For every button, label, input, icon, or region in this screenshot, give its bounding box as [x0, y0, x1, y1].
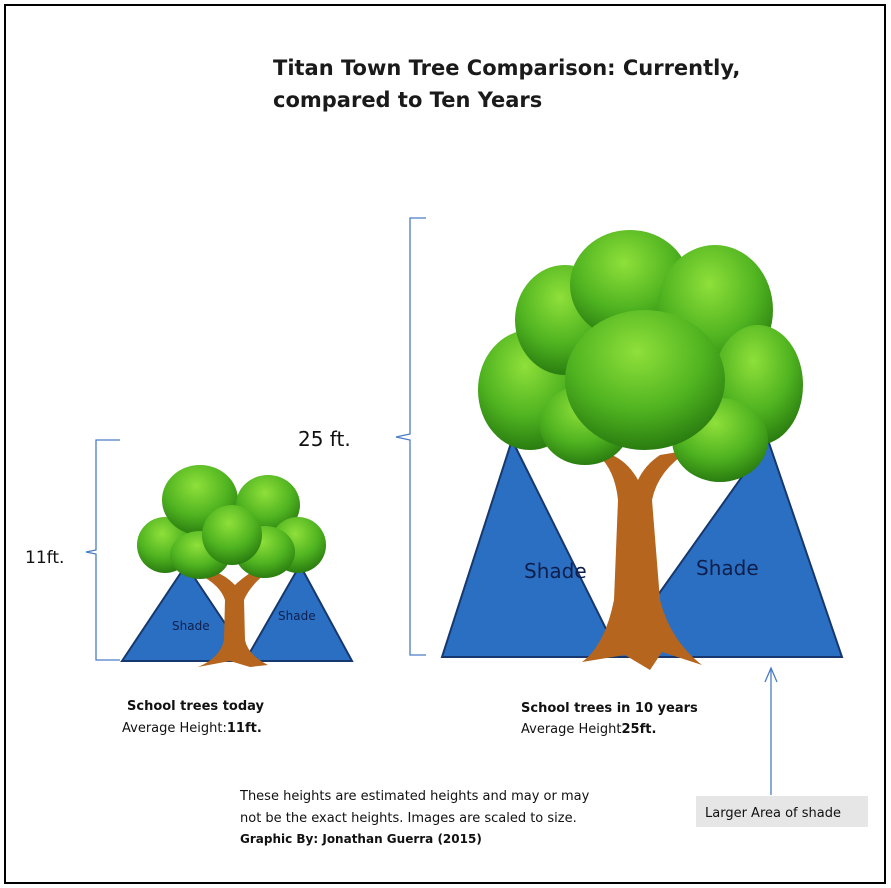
average: Average Height:11ft.: [122, 721, 262, 736]
height-label: 11ft.: [25, 548, 64, 568]
callout-label: Larger Area of shade: [705, 806, 841, 821]
title-line: Titan Town Tree Comparison: Currently,: [273, 56, 740, 80]
height-label: 25 ft.: [298, 427, 351, 451]
average-label: Average Height:: [122, 721, 227, 736]
shade-label: Shade: [696, 556, 759, 580]
note-line: not be the exact heights. Images are sca…: [240, 811, 577, 826]
average-value: 11ft.: [227, 721, 262, 736]
average-value: 25ft.: [622, 722, 657, 737]
average: Average Height25ft.: [521, 722, 656, 737]
shade-label: Shade: [172, 619, 210, 633]
note-line: These heights are estimated heights and …: [239, 789, 590, 804]
infographic: Titan Town Tree Comparison: Currently, c…: [0, 0, 891, 888]
average-label: Average Height: [521, 722, 622, 737]
caption: School trees today: [127, 699, 265, 714]
credit: Graphic By: Jonathan Guerra (2015): [240, 832, 482, 846]
shade-label: Shade: [278, 609, 316, 623]
title-line: compared to Ten Years: [273, 88, 542, 112]
shade-label: Shade: [524, 559, 587, 583]
caption: School trees in 10 years: [521, 701, 698, 716]
